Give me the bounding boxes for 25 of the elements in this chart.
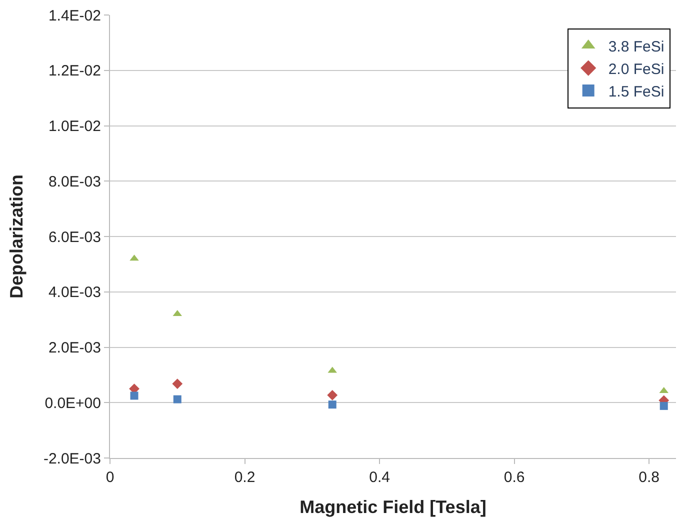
- y-tick-label: 8.0E-03: [48, 173, 101, 190]
- y-tick-label: 6.0E-03: [48, 228, 101, 246]
- point: [327, 390, 338, 400]
- point: [173, 395, 182, 404]
- legend-label: 1.5 FeSi: [608, 83, 664, 100]
- y-tick-label: 1.2E-02: [48, 62, 101, 80]
- y-tick-label: 1.0E-02: [48, 118, 101, 135]
- y-tick-label: -2.0E-03: [43, 450, 101, 468]
- x-tick-label: 0.6: [504, 469, 525, 486]
- legend-label: 2.0 FeSi: [608, 60, 664, 78]
- y-tick-label: 1.4E-02: [48, 7, 101, 24]
- legend-label: 3.8 FeSi: [608, 38, 664, 56]
- point: [172, 378, 183, 389]
- x-tick-label: 0: [106, 469, 114, 486]
- point: [328, 400, 336, 409]
- y-tick-label: 2.0E-03: [48, 340, 101, 356]
- x-tick-label: 0.2: [234, 469, 256, 486]
- point: [130, 392, 138, 400]
- y-tick-label: 4.0E-03: [48, 284, 101, 302]
- point: [660, 402, 668, 410]
- x-tick-label: 0.4: [369, 469, 390, 486]
- x-tick-label: 0.8: [638, 469, 660, 486]
- x-axis-title: Magnetic Field [Tesla]: [300, 497, 486, 518]
- y-tick-label: 0.0E+00: [44, 394, 101, 412]
- y-axis-title: Depolarization: [6, 174, 27, 299]
